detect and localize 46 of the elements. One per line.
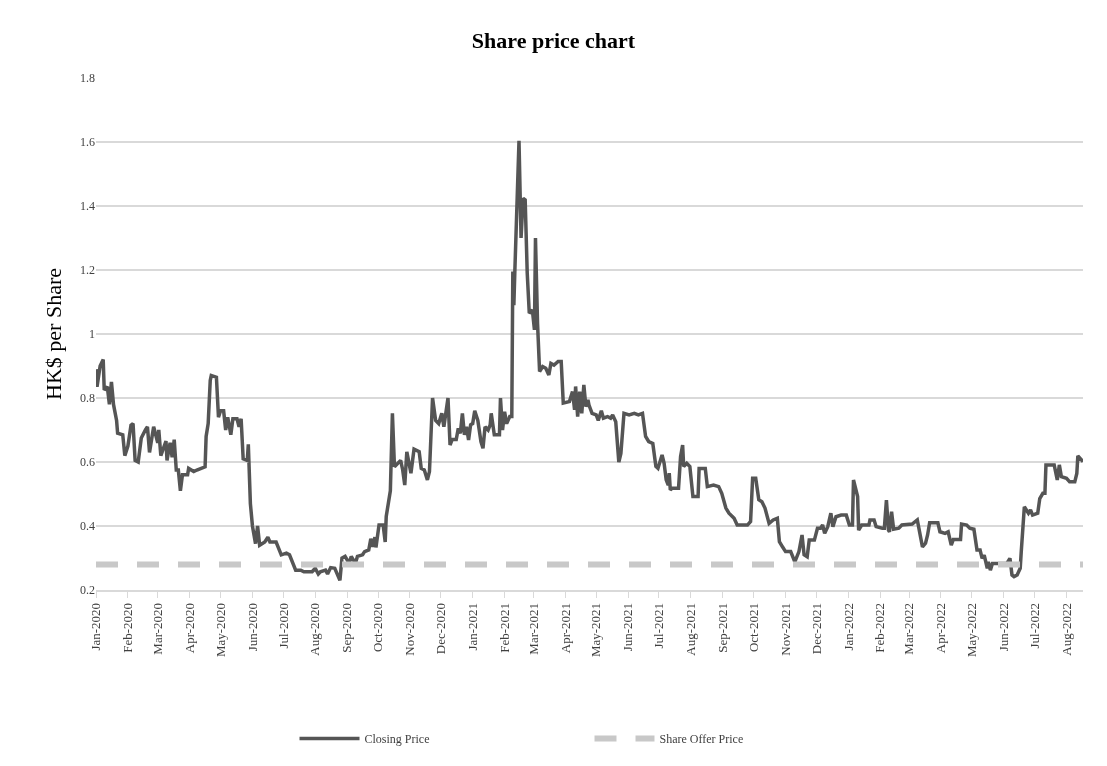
x-tick-label: Aug-2022 [1058,602,1074,656]
x-tick-label: Aug-2021 [683,602,699,656]
y-tick-label: 0.6 [80,455,95,470]
y-tick-label: 1 [89,327,95,342]
x-tick-label: May-2022 [964,602,980,658]
x-tick-label: Jun-2020 [244,602,260,652]
x-tick-label: Mar-2021 [525,602,541,655]
x-tick-label: Aug-2020 [307,602,323,656]
x-tick-label: Oct-2020 [370,602,386,653]
x-tick-label: Mar-2020 [149,602,165,655]
x-tick-label: Jul-2021 [651,602,667,649]
y-tick-label: 0.4 [80,519,95,534]
y-tick-label: 1.8 [80,71,95,86]
x-tick-label: Oct-2021 [745,602,761,653]
x-tick-label: Feb-2020 [120,602,136,653]
x-tick-label: Jul-2020 [275,602,291,649]
line-series [96,138,1083,583]
x-tick-label: Jan-2021 [464,602,480,651]
x-tick-label: Apr-2021 [557,602,573,654]
y-tick-label: 1.2 [80,263,95,278]
y-tick-label: 1.4 [80,199,95,214]
y-tick-label: 0.8 [80,391,95,406]
x-tick-label: Sep-2021 [715,602,731,653]
y-tick-label: 1.6 [80,135,95,150]
y-axis-title: HK$ per Share [40,268,66,400]
x-tick-label: May-2021 [588,602,604,658]
x-tick-label: Apr-2020 [181,602,197,654]
x-tick-label: Dec-2020 [433,602,449,655]
y-tick-label: 0.2 [80,583,95,598]
x-tick-label: Sep-2020 [339,602,355,653]
legend-label: Share Offer Price [659,732,744,747]
chart-title: Share price chart [471,27,636,53]
x-tick-label: Feb-2022 [872,602,888,653]
x-tick-label: Jan-2020 [88,602,104,651]
x-tick-label: Dec-2021 [808,602,824,655]
x-tick-label: Feb-2021 [496,602,512,653]
x-tick-label: Jul-2022 [1026,602,1042,649]
legend-label: Closing Price [364,732,430,747]
x-tick-label: Nov-2020 [402,602,418,656]
x-tick-label: Mar-2022 [901,602,917,655]
x-tick-label: Jan-2022 [840,602,856,651]
x-tick-label: May-2020 [212,602,228,658]
x-tick-label: Apr-2022 [933,602,949,654]
x-tick-label: Nov-2021 [777,602,793,656]
x-tick-label: Jun-2021 [620,602,636,652]
x-tick-label: Jun-2022 [995,602,1011,652]
